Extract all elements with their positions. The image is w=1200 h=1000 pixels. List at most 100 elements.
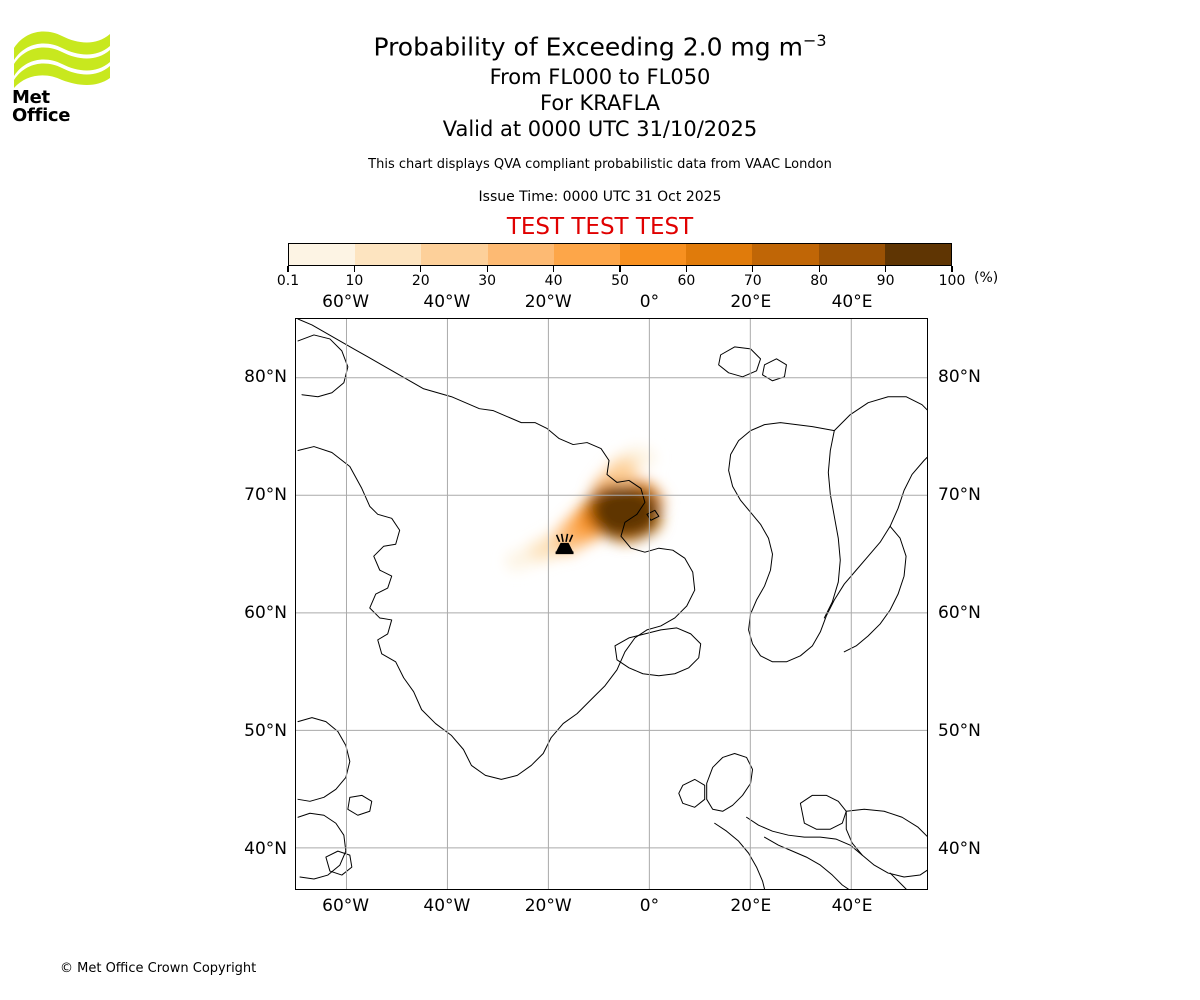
volcano-source-marker[interactable]: [555, 533, 574, 555]
lat-label-right-4: 40°N: [938, 838, 981, 859]
colorbar-label-3: 30: [478, 273, 497, 289]
colorbar-tick-3: [486, 266, 488, 272]
lat-label-right-0: 80°N: [938, 366, 981, 387]
met-office-wave-mark: [14, 31, 110, 88]
lon-label-top-1: 40°W: [423, 292, 471, 312]
qva-compliance-note: This chart displays QVA compliant probab…: [368, 157, 832, 173]
colorbar-tick-8: [818, 266, 820, 272]
lon-label-top-4: 20°E: [730, 292, 772, 312]
main-title-text: Probability of Exceeding 2.0 mg m: [373, 32, 803, 62]
colorbar-label-0: 0.1: [276, 273, 300, 289]
denmark-coastline: [799, 794, 847, 830]
colorbar-label-1: 10: [345, 273, 364, 289]
colorbar-tick-4: [553, 266, 555, 272]
colorbar-label-4: 40: [544, 273, 563, 289]
colorbar-band-3: [487, 244, 554, 265]
test-banner: TEST TEST TEST: [506, 214, 694, 241]
lon-label-bottom-2: 20°W: [524, 896, 572, 916]
finland-border: [843, 525, 907, 653]
map-plot-area[interactable]: [295, 318, 928, 890]
great-britain-coastline: [706, 752, 754, 812]
lon-label-bottom-3: 0°: [639, 896, 660, 916]
plume-cell-31: [592, 487, 654, 536]
main-title-exponent: −3: [802, 31, 827, 50]
greenland-coastline: [297, 319, 696, 780]
lon-label-top-5: 40°E: [831, 292, 873, 312]
lat-label-left-1: 70°N: [244, 484, 287, 505]
lat-label-left-3: 50°N: [244, 720, 287, 741]
issue-time-label: Issue Time: 0000 UTC 31 Oct 2025: [478, 189, 722, 206]
colorbar-band-9: [884, 244, 952, 265]
colorbar-units-label: (%): [974, 270, 999, 286]
colorbar-band-4: [553, 244, 621, 265]
colorbar-band-7: [752, 244, 819, 265]
lon-label-bottom-0: 60°W: [322, 896, 370, 916]
colorbar-label-6: 60: [677, 273, 696, 289]
baffin-coastline: [297, 334, 349, 398]
svalbard-east-coastline: [762, 358, 787, 382]
colorbar-bands: [288, 243, 952, 266]
lon-label-top-2: 20°W: [524, 292, 572, 312]
colorbar-tick-5: [619, 266, 621, 272]
lon-label-bottom-4: 20°E: [730, 896, 772, 916]
volcano-cone-icon: [555, 542, 574, 553]
colorbar-band-6: [686, 244, 753, 265]
eastern-europe-border: [889, 872, 907, 889]
flight-level-subtitle: From FL000 to FL050: [489, 65, 711, 90]
colorbar-band-0: [289, 244, 356, 265]
probability-colorbar: 0.1 10 20 30 40 50 60 70 80 90 100: [277, 243, 966, 293]
colorbar-label-5: 50: [611, 273, 629, 289]
colorbar-label-10: 100: [938, 273, 966, 289]
labrador-coastline: [297, 717, 351, 802]
svalbard-coastline: [718, 346, 762, 378]
map-canvas: [296, 319, 927, 889]
colorbar-label-2: 20: [411, 273, 430, 289]
baltic-states-coastline: [845, 808, 927, 878]
central-europe-border: [764, 836, 849, 889]
colorbar-tick-6: [685, 266, 687, 272]
france-atlantic-coastline: [714, 822, 766, 889]
met-office-wordmark: Met Office: [12, 87, 71, 126]
lat-label-left-0: 80°N: [244, 366, 287, 387]
colorbar-tick-1: [353, 266, 355, 272]
colorbar-tick-2: [420, 266, 422, 272]
volcano-plume-icon: [555, 533, 574, 543]
lat-label-left-4: 40°N: [244, 838, 287, 859]
colorbar-label-9: 90: [876, 273, 895, 289]
lon-label-top-3: 0°: [639, 292, 660, 312]
volcano-subtitle: For KRAFLA: [540, 91, 660, 116]
newfoundland-coastline: [297, 812, 347, 880]
lat-label-right-2: 60°N: [938, 602, 981, 623]
scandinavia-coastline: [728, 396, 927, 663]
lon-label-top-0: 60°W: [322, 292, 370, 312]
copyright-notice: © Met Office Crown Copyright: [60, 961, 257, 976]
colorbar-band-8: [818, 244, 885, 265]
lat-label-right-3: 50°N: [938, 720, 981, 741]
colorbar-label-7: 70: [743, 273, 762, 289]
ireland-coastline: [678, 778, 706, 808]
valid-time-subtitle: Valid at 0000 UTC 31/10/2025: [442, 117, 758, 142]
lat-label-right-1: 70°N: [938, 484, 981, 505]
colorbar-tick-9: [885, 266, 887, 272]
norway-sweden-border: [823, 430, 841, 619]
graticule-layer: [296, 319, 927, 889]
colorbar-tick-0: [287, 266, 289, 272]
colorbar-ticks: [287, 266, 953, 273]
colorbar-band-1: [355, 244, 422, 265]
north-sea-coastline: [746, 816, 863, 856]
lat-label-left-2: 60°N: [244, 602, 287, 623]
coastline-layer: [297, 319, 927, 889]
iceland-coastline: [614, 627, 702, 677]
page-title: Probability of Exceeding 2.0 mg m−3: [0, 24, 1200, 64]
lon-label-bottom-5: 40°E: [831, 896, 873, 916]
colorbar-tick-10: [951, 266, 953, 272]
newfoundland-island-coastline: [325, 850, 353, 876]
colorbar-tick-7: [752, 266, 754, 272]
colorbar-band-2: [421, 244, 488, 265]
colorbar-band-5: [620, 244, 687, 265]
colorbar-tick-labels: 0.1 10 20 30 40 50 60 70 80 90 100: [277, 273, 966, 293]
chart-title-block: Probability of Exceeding 2.0 mg m−3 From…: [0, 24, 1200, 240]
lon-label-bottom-1: 40°W: [423, 896, 471, 916]
canada-island-coastline: [347, 794, 373, 816]
colorbar-label-8: 80: [810, 273, 829, 289]
